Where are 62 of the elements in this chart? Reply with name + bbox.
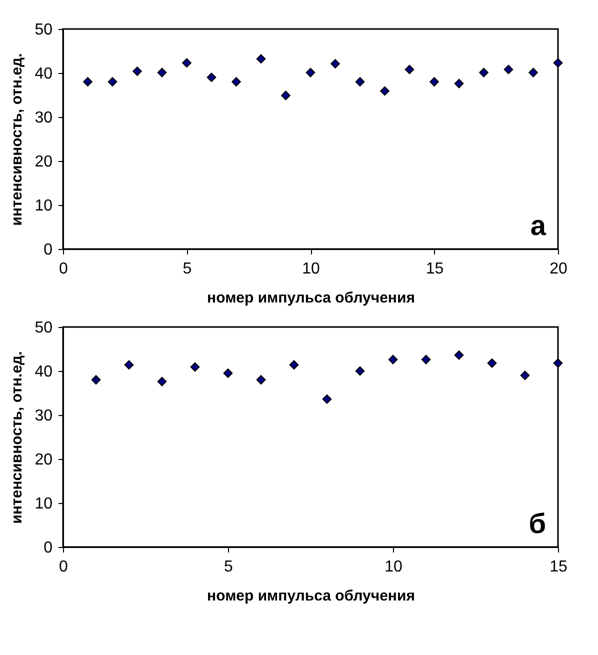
y-tick-label: 20 (34, 154, 53, 170)
y-tick-label: 0 (44, 540, 53, 556)
point (281, 90, 290, 100)
y-tick-label: 30 (34, 408, 53, 424)
y-tick-label: 50 (34, 320, 53, 336)
point (504, 64, 514, 74)
x-tick-label: 15 (550, 558, 568, 576)
x-axis-title: номер импульса облучения (207, 290, 415, 306)
point (553, 358, 563, 368)
y-tick-label: 0 (44, 242, 53, 258)
point (306, 68, 316, 78)
y-axis-title: интенсивность, отн.ед. (8, 53, 26, 226)
annotation: а (530, 210, 546, 241)
y-tick-label: 20 (34, 452, 53, 468)
y-tick-label: 10 (34, 496, 53, 512)
point (256, 375, 266, 384)
point (404, 64, 414, 74)
point (430, 77, 439, 86)
x-tick-label: 5 (224, 558, 234, 576)
point (108, 77, 118, 86)
point (124, 360, 134, 370)
point (182, 58, 192, 68)
point (206, 72, 216, 82)
y-tick-label: 40 (34, 364, 53, 380)
point (479, 68, 488, 78)
x-axis-title: номер импульса облучения (207, 588, 415, 604)
x-tick-label: 0 (59, 558, 68, 576)
x-tick-label: 10 (302, 260, 320, 278)
point (330, 59, 340, 68)
x-tick-label: 5 (182, 260, 192, 278)
point (528, 68, 538, 78)
point (388, 354, 398, 364)
point (132, 66, 142, 76)
y-axis-title: интенсивность, отн.ед. (8, 351, 26, 524)
point (91, 375, 101, 384)
y-tick-label: 50 (34, 22, 53, 38)
point (454, 350, 464, 360)
annotation: б (528, 508, 546, 539)
point (289, 360, 299, 370)
y-tick-label: 30 (34, 110, 53, 126)
point (355, 366, 365, 376)
point (421, 354, 431, 364)
x-tick-label: 20 (550, 260, 568, 278)
point (322, 394, 332, 404)
point (380, 86, 390, 96)
x-tick-label: 15 (426, 260, 444, 278)
point (553, 58, 563, 68)
point (190, 362, 200, 372)
point (232, 77, 241, 86)
x-tick-label: 10 (384, 558, 402, 576)
y-tick-label: 40 (34, 66, 53, 82)
point (256, 54, 266, 64)
point (487, 358, 497, 368)
point (454, 78, 464, 88)
point (157, 68, 167, 78)
x-tick-label: 0 (59, 260, 68, 278)
point (157, 376, 167, 386)
point (355, 77, 365, 86)
y-tick-label: 10 (34, 198, 53, 214)
point (223, 368, 233, 378)
point (83, 77, 92, 86)
point (520, 370, 530, 380)
